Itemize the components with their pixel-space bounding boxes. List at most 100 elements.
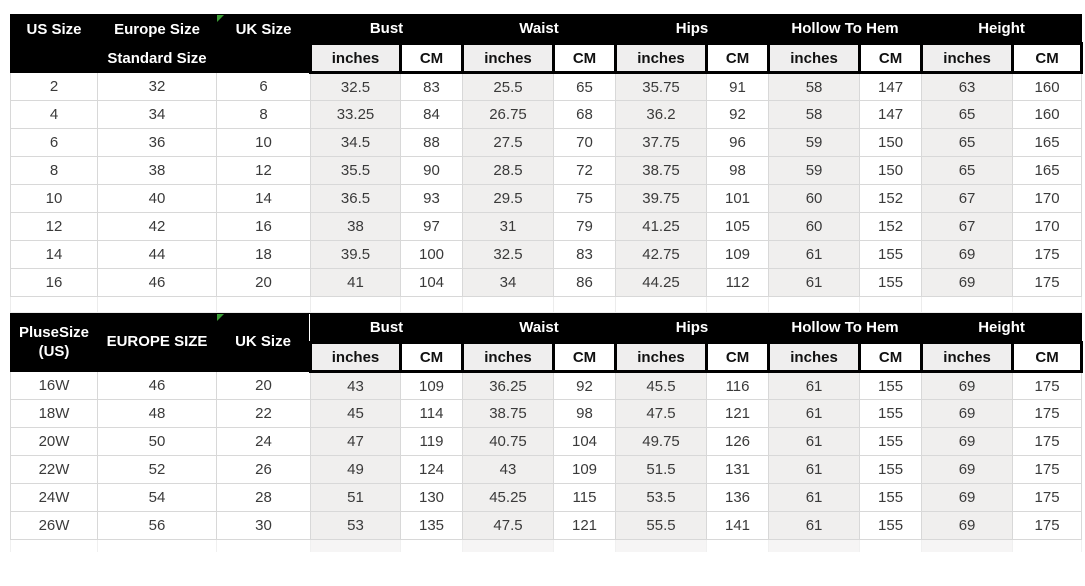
table-cell: 32.5 <box>462 240 554 269</box>
empty-cell <box>552 296 617 313</box>
table-cell: 8 <box>216 100 311 129</box>
table-cell: 18W <box>10 399 98 428</box>
table-row: 6 36 10 34.5 88 27.5 70 37.75 96 59 150 65 165 <box>10 128 1083 157</box>
table-cell: 42 <box>97 212 217 241</box>
table-cell: 34.5 <box>310 128 401 157</box>
empty-cell <box>921 296 1014 313</box>
table-cell: 98 <box>552 399 617 428</box>
table-cell: 104 <box>400 268 463 297</box>
table-cell: 25.5 <box>462 72 554 101</box>
table-cell: 41.25 <box>615 212 708 241</box>
table-cell: 36.2 <box>615 100 708 129</box>
table-cell: 31 <box>462 212 554 241</box>
table-cell: 44.25 <box>615 268 708 297</box>
table-cell: 155 <box>859 483 923 512</box>
table-cell: 10 <box>10 184 98 213</box>
table-cell: 39.5 <box>310 240 401 269</box>
waist-cm-header: CM <box>551 42 618 74</box>
table-cell: 70 <box>552 128 617 157</box>
table-cell: 170 <box>1012 184 1083 213</box>
table-cell: 101 <box>706 184 770 213</box>
table-cell: 175 <box>1012 268 1083 297</box>
bust-cm-header: CM <box>399 42 464 74</box>
europe-size-header: EUROPE SIZE <box>97 313 217 372</box>
table-cell: 130 <box>400 483 463 512</box>
table-cell: 93 <box>400 184 463 213</box>
table-cell: 72 <box>552 156 617 185</box>
table-cell: 155 <box>859 455 923 484</box>
waist-cm-header: CM <box>551 341 618 373</box>
table-cell: 33.25 <box>310 100 401 129</box>
empty-cell <box>10 539 98 552</box>
table-cell: 69 <box>921 268 1014 297</box>
table-cell: 12 <box>216 156 311 185</box>
hips-cm-header: CM <box>705 341 771 373</box>
bust-group-header: Bust <box>310 14 463 44</box>
height-group-header: Height <box>921 14 1083 44</box>
table-cell: 65 <box>552 72 617 101</box>
table-cell: 26 <box>216 455 311 484</box>
table-cell: 58 <box>768 72 861 101</box>
excel-corner-flag-icon <box>217 314 224 321</box>
empty-cell <box>462 539 554 552</box>
table-row: 14 44 18 39.5 100 32.5 83 42.75 109 61 155 69 175 <box>10 240 1083 269</box>
table-cell: 51.5 <box>615 455 708 484</box>
table-cell: 150 <box>859 156 923 185</box>
bust-cm-header: CM <box>399 341 464 373</box>
table-cell: 61 <box>768 399 861 428</box>
table-cell: 65 <box>921 156 1014 185</box>
table-cell: 20 <box>216 268 311 297</box>
hips-cm-header: CM <box>705 42 771 74</box>
table-row: 16W 46 20 43 109 36.25 92 45.5 116 61 155 69 175 <box>10 371 1083 400</box>
table-cell: 175 <box>1012 455 1083 484</box>
table-cell: 26.75 <box>462 100 554 129</box>
table-cell: 59 <box>768 156 861 185</box>
table-cell: 97 <box>400 212 463 241</box>
table-cell: 63 <box>921 72 1014 101</box>
table-cell: 61 <box>768 240 861 269</box>
table-row: 22W 52 26 49 124 43 109 51.5 131 61 155 69 175 <box>10 455 1083 484</box>
hips-inches-header: inches <box>614 341 709 373</box>
table-cell: 54 <box>97 483 217 512</box>
table-cell: 100 <box>400 240 463 269</box>
table-cell: 155 <box>859 240 923 269</box>
table-cell: 150 <box>859 128 923 157</box>
table-cell: 136 <box>706 483 770 512</box>
height-inches-header: inches <box>920 341 1015 373</box>
standard-size-header: Standard Size <box>97 43 217 73</box>
table-cell: 18 <box>216 240 311 269</box>
empty-cell <box>615 296 708 313</box>
table-cell: 121 <box>552 511 617 540</box>
table-cell: 10 <box>216 128 311 157</box>
table-cell: 32 <box>97 72 217 101</box>
table-cell: 12 <box>10 212 98 241</box>
table-cell: 69 <box>921 511 1014 540</box>
table-cell: 29.5 <box>462 184 554 213</box>
table-cell: 104 <box>552 427 617 456</box>
table-cell: 170 <box>1012 212 1083 241</box>
size-chart-page: US Size Europe Size UK Size Bust Waist H… <box>10 14 1084 552</box>
table-cell: 53 <box>310 511 401 540</box>
table-cell: 47.5 <box>462 511 554 540</box>
plus-header-unit-row: inches CM inches CM inches CM inches CM … <box>11 341 1084 373</box>
empty-cell <box>859 296 923 313</box>
table-cell: 53.5 <box>615 483 708 512</box>
table-cell: 14 <box>10 240 98 269</box>
table-cell: 49.75 <box>615 427 708 456</box>
empty-cell <box>10 296 98 313</box>
empty-cell <box>706 296 770 313</box>
europe-size-header: Europe Size <box>97 14 217 44</box>
spacer-row <box>10 296 1083 313</box>
empty-cell <box>552 539 617 552</box>
table-cell: 38.75 <box>615 156 708 185</box>
empty-cell <box>216 539 311 552</box>
table-cell: 175 <box>1012 399 1083 428</box>
table-cell: 38 <box>97 156 217 185</box>
table-cell: 28.5 <box>462 156 554 185</box>
empty-cell <box>1012 539 1083 552</box>
table-cell: 98 <box>706 156 770 185</box>
table-cell: 126 <box>706 427 770 456</box>
table-cell: 175 <box>1012 240 1083 269</box>
table-cell: 14 <box>216 184 311 213</box>
table-cell: 16 <box>10 268 98 297</box>
